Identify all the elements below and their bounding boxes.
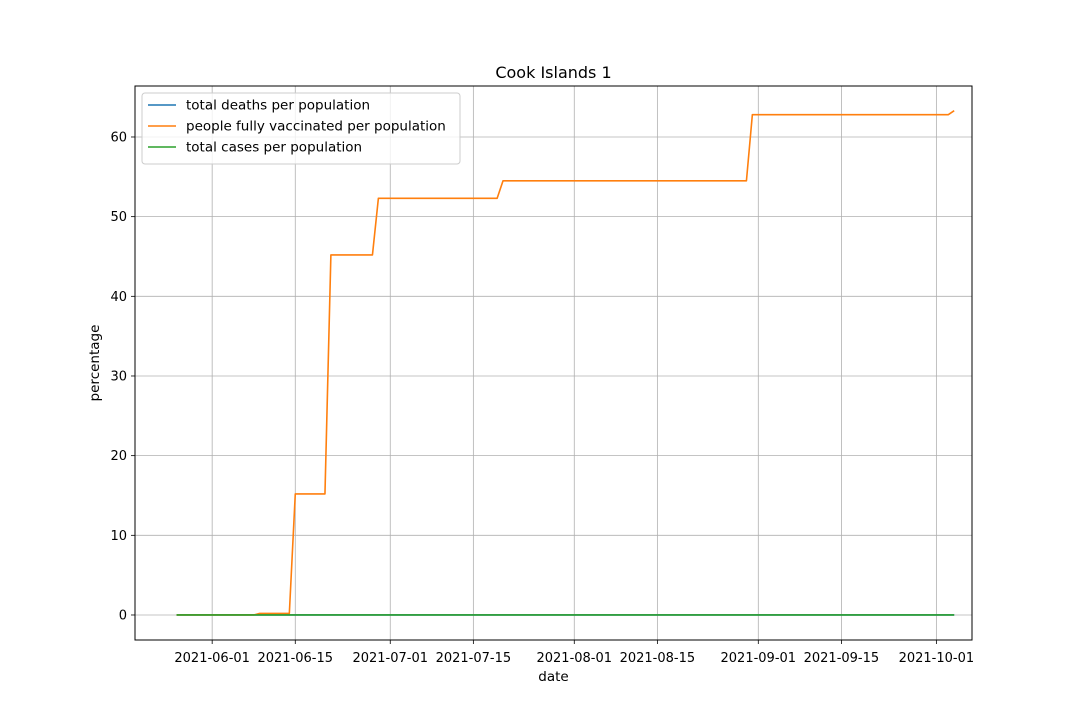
x-tick-label: 2021-09-15 (804, 651, 880, 666)
x-tick-label: 2021-07-01 (352, 651, 428, 666)
chart-title: Cook Islands 1 (495, 63, 611, 82)
x-tick-label: 2021-06-15 (257, 651, 333, 666)
legend-label-2: total cases per population (186, 140, 362, 156)
legend: total deaths per population people fully … (141, 92, 461, 165)
x-axis: 2021-06-01 2021-06-15 2021-07-01 2021-07-15… (174, 640, 974, 666)
y-tick-label: 20 (110, 449, 127, 464)
y-tick-label: 50 (110, 210, 127, 225)
x-tick-label: 2021-07-15 (436, 651, 512, 666)
legend-label-1: people fully vaccinated per population (186, 119, 446, 135)
x-tick-label: 2021-08-01 (536, 651, 612, 666)
y-tick-label: 60 (110, 130, 127, 145)
plot-frame (134, 85, 973, 641)
x-tick-label: 2021-10-01 (899, 651, 975, 666)
y-tick-label: 0 (119, 608, 127, 623)
x-tick-label: 2021-06-01 (174, 651, 250, 666)
y-tick-label: 40 (110, 290, 127, 305)
x-axis-label: date (538, 669, 568, 685)
series-line-1 (176, 110, 955, 616)
legend-label-0: total deaths per population (186, 98, 370, 114)
y-axis: 0 10 20 30 40 50 60 (110, 130, 135, 623)
series-lines (176, 110, 955, 616)
legend-box (141, 92, 461, 165)
x-tick-label: 2021-09-01 (721, 651, 797, 666)
x-tick-label: 2021-08-15 (620, 651, 696, 666)
y-tick-label: 30 (110, 369, 127, 384)
y-tick-label: 10 (110, 529, 127, 544)
y-axis-label: percentage (87, 325, 103, 402)
